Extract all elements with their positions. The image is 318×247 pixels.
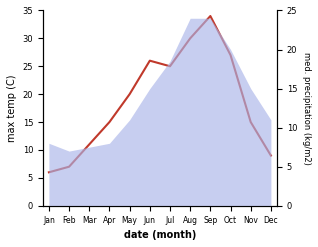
X-axis label: date (month): date (month) [124,230,196,240]
Y-axis label: med. precipitation (kg/m2): med. precipitation (kg/m2) [302,52,311,165]
Y-axis label: max temp (C): max temp (C) [7,74,17,142]
